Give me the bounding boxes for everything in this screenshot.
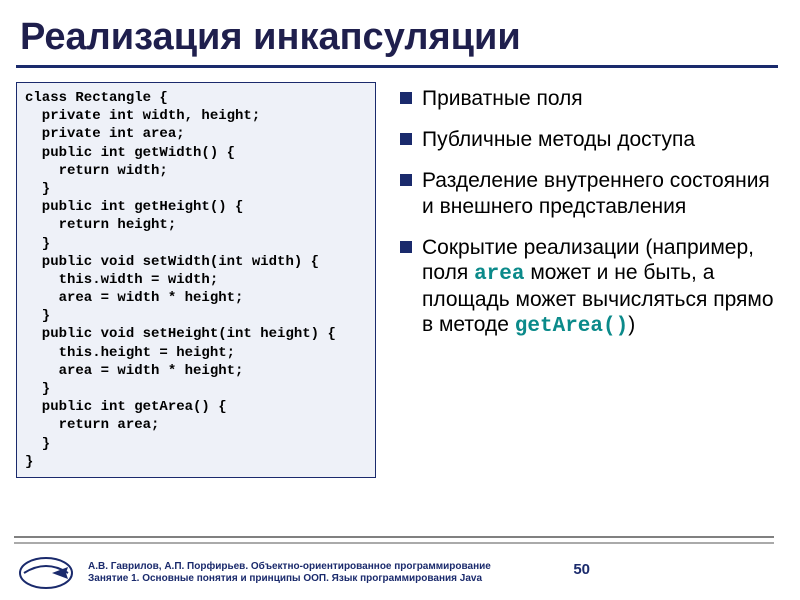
bullet-marker-icon	[400, 174, 412, 186]
bullet-text: Сокрытие реализации (например, поля area…	[422, 235, 776, 340]
bullet-item: Публичные методы доступа	[400, 127, 776, 152]
bullet-list: Приватные поля Публичные методы доступа …	[400, 82, 776, 600]
bullet-item: Разделение внутреннего состояния и внешн…	[400, 168, 776, 218]
bullet-marker-icon	[400, 241, 412, 253]
footer-line1: А.В. Гаврилов, А.П. Порфирьев. Объектно-…	[88, 561, 491, 574]
footer-line2: Занятие 1. Основные понятия и принципы О…	[88, 573, 491, 586]
footer-rule-top	[14, 536, 774, 538]
bullet-item: Приватные поля	[400, 86, 776, 111]
bullet-text: Разделение внутреннего состояния и внешн…	[422, 168, 776, 218]
page-number: 50	[573, 561, 590, 578]
slide-title: Реализация инкапсуляции	[20, 16, 776, 59]
title-underline	[16, 65, 778, 68]
bullet-marker-icon	[400, 92, 412, 104]
code-block: class Rectangle { private int width, hei…	[16, 82, 376, 478]
footer: А.В. Гаврилов, А.П. Порфирьев. Объектно-…	[0, 546, 800, 600]
logo-icon	[18, 555, 74, 591]
bullet-text: Приватные поля	[422, 86, 583, 111]
bullet-item: Сокрытие реализации (например, поля area…	[400, 235, 776, 340]
slide: Реализация инкапсуляции class Rectangle …	[0, 0, 800, 600]
bullet-text: Публичные методы доступа	[422, 127, 695, 152]
footer-text: А.В. Гаврилов, А.П. Порфирьев. Объектно-…	[88, 561, 491, 586]
keyword-getarea: getArea()	[515, 315, 628, 338]
bullet-marker-icon	[400, 133, 412, 145]
content-row: class Rectangle { private int width, hei…	[16, 82, 776, 600]
footer-rule-bottom	[14, 542, 774, 544]
keyword-area: area	[474, 263, 524, 286]
bullet4-text3: )	[628, 313, 635, 336]
